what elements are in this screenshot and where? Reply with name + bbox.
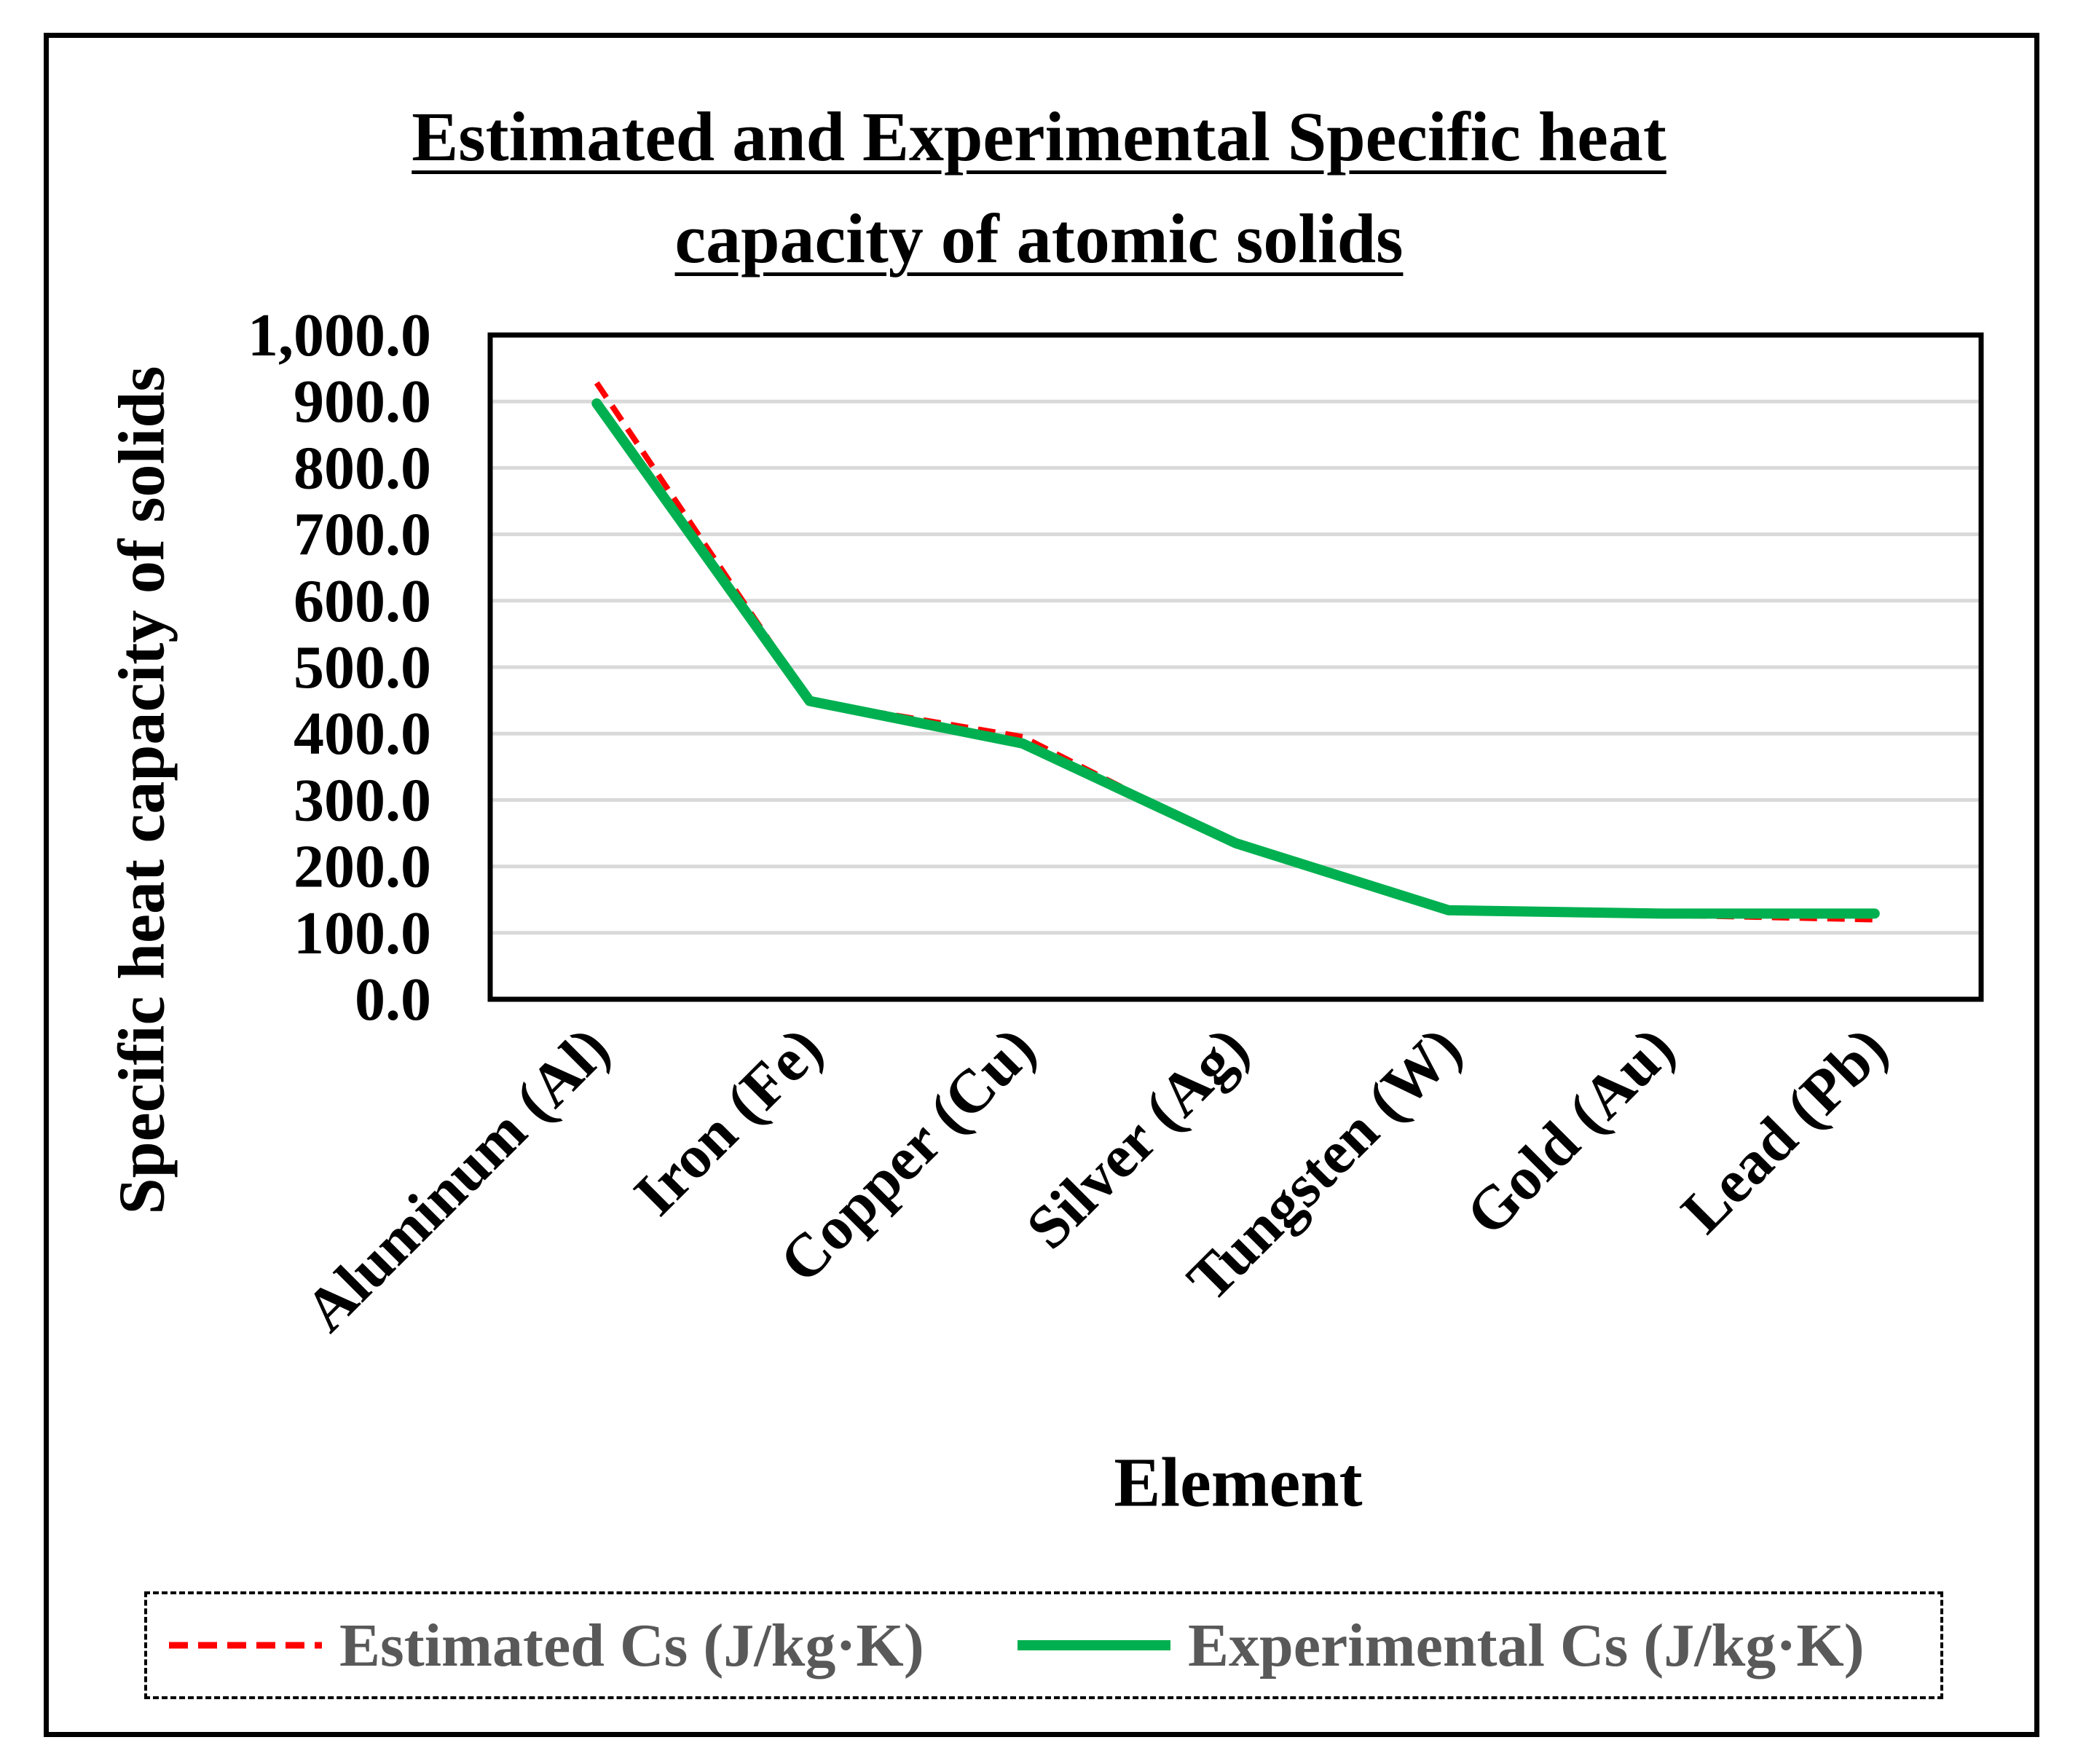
legend-item-estimated: Estimated Cs (J/kg·K) bbox=[169, 1594, 924, 1696]
x-tick-labels: Aluminum (Al)Iron (Fe)Copper (Cu)Silver … bbox=[292, 1015, 1900, 1345]
y-tick-labels: 0.0100.0200.0300.0400.0500.0600.0700.080… bbox=[248, 302, 431, 1033]
legend-label-experimental: Experimental Cs (J/kg·K) bbox=[1188, 1611, 1865, 1680]
legend-swatch-estimated bbox=[169, 1642, 322, 1649]
figure-frame bbox=[44, 33, 2039, 1737]
y-tick-label: 1,000.0 bbox=[248, 302, 431, 369]
x-tick-label: Gold (Au) bbox=[1453, 1015, 1688, 1249]
chart-title-line-2: capacity of atomic solids bbox=[674, 200, 1404, 277]
y-tick-label: 900.0 bbox=[294, 368, 431, 436]
x-tick-label: Lead (Pb) bbox=[1669, 1015, 1900, 1246]
chart-title: Estimated and Experimental Specific heat… bbox=[0, 86, 2078, 290]
series-line-experimental bbox=[591, 398, 1880, 919]
series-lines bbox=[591, 381, 1880, 923]
x-axis-label: Element bbox=[1114, 1443, 1363, 1521]
legend-label-estimated: Estimated Cs (J/kg·K) bbox=[339, 1611, 924, 1680]
x-tick-label: Aluminum (Al) bbox=[292, 1015, 623, 1345]
x-tick-label: Iron (Fe) bbox=[621, 1015, 835, 1229]
legend-item-experimental: Experimental Cs (J/kg·K) bbox=[1018, 1594, 1865, 1696]
chart-title-line-1: Estimated and Experimental Specific heat bbox=[412, 98, 1666, 176]
gridlines bbox=[490, 399, 1981, 935]
y-tick-label: 300.0 bbox=[294, 766, 431, 834]
plot-area bbox=[487, 332, 1984, 1002]
y-tick-label: 700.0 bbox=[294, 501, 431, 569]
legend: Estimated Cs (J/kg·K) Experimental Cs (J… bbox=[144, 1591, 1943, 1699]
y-tick-label: 100.0 bbox=[294, 899, 431, 967]
y-tick-label: 800.0 bbox=[294, 434, 431, 502]
y-tick-label: 400.0 bbox=[294, 700, 431, 768]
legend-swatch-experimental bbox=[1018, 1640, 1170, 1650]
y-tick-label: 600.0 bbox=[294, 567, 431, 635]
y-tick-label: 0.0 bbox=[355, 966, 431, 1033]
y-tick-label: 200.0 bbox=[294, 833, 431, 901]
y-tick-label: 500.0 bbox=[294, 634, 431, 701]
